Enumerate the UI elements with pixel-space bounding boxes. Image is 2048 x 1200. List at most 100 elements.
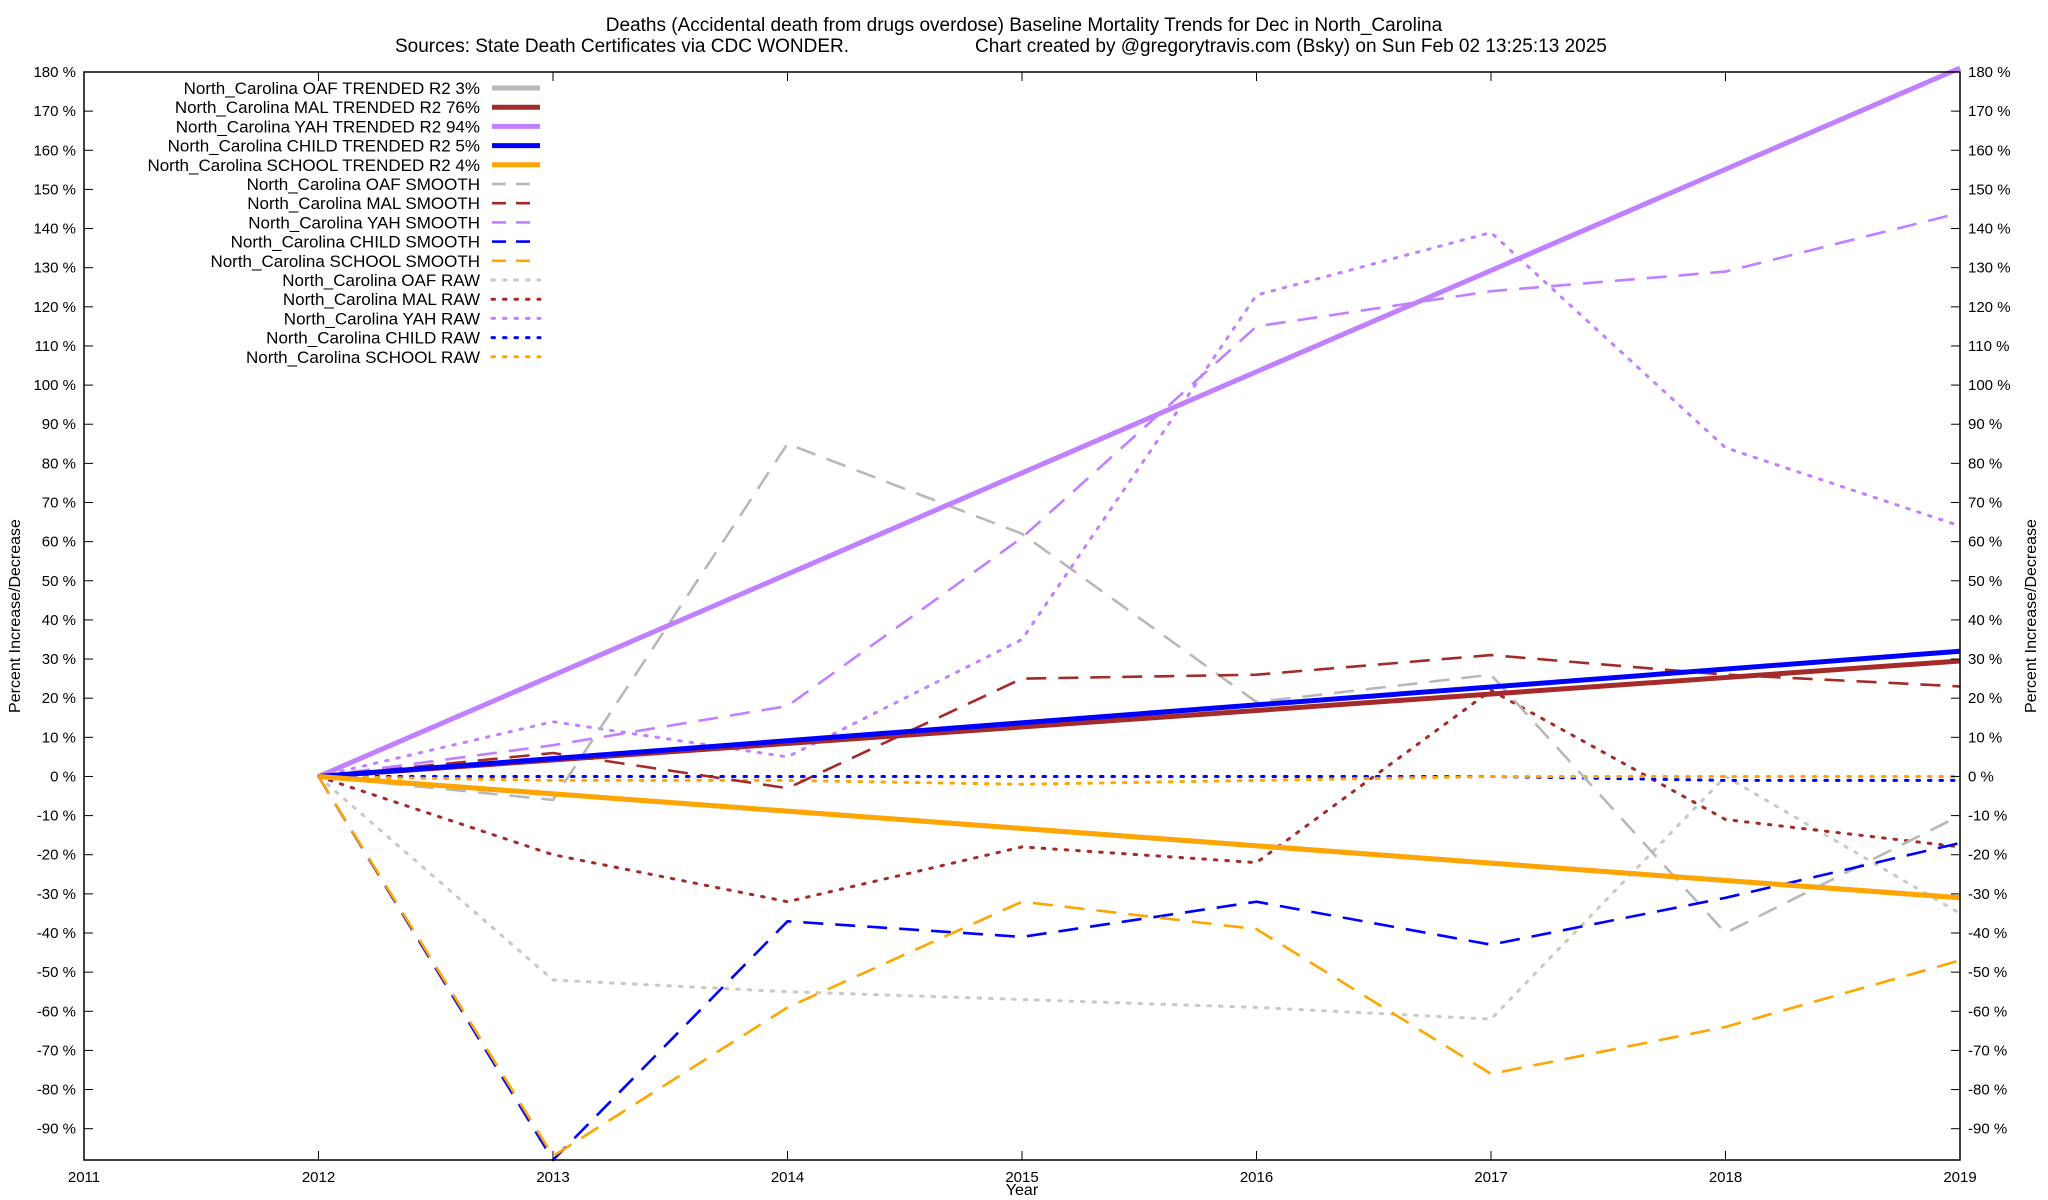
y-tick-label-right: -30 % [1968,886,2007,903]
legend: North_Carolina OAF TRENDED R2 3%North_Ca… [147,79,542,367]
y-tick-label-left: 0 % [50,768,76,785]
series-line-mal-raw [317,688,1962,904]
y-tick-label-left: 90 % [42,416,76,433]
y-tick-label-right: 110 % [1968,338,2009,355]
y-tick-label-right: 160 % [1968,142,2011,159]
legend-label: North_Carolina SCHOOL SMOOTH [210,252,480,271]
y-tick-label-left: -30 % [37,886,76,903]
x-tick-label: 2019 [1943,1169,1976,1186]
y-tick-label-left: 80 % [42,455,76,472]
x-tick-label: 2017 [1474,1169,1507,1186]
series-line-oaf-smooth [318,442,1961,935]
series-line-school-trend [318,774,1961,901]
y-tick-label-right: -70 % [1968,1042,2007,1059]
y-tick-label-left: 100 % [33,377,76,394]
y-tick-label-right: 10 % [1968,729,2002,746]
y-tick-label-right: 150 % [1968,181,2011,198]
chart-subtitle-sources: Sources: State Death Certificates via CD… [395,36,849,57]
series-line-yah-smooth [318,211,1961,778]
series-line-school-smooth [317,775,1961,1158]
legend-label: North_Carolina YAH TRENDED R2 94% [176,117,480,136]
y-tick-label-left: 170 % [33,103,76,120]
x-tick-label: 2011 [68,1169,100,1186]
y-tick-label-left: -20 % [37,847,76,864]
y-tick-label-left: -90 % [37,1121,76,1138]
y-tick-label-right: 140 % [1968,221,2011,238]
series-line-mal-smooth [318,653,1961,790]
chart-subtitle-credit: Chart created by @gregorytravis.com (Bsk… [975,36,1607,57]
legend-label: North_Carolina SCHOOL RAW [246,348,480,367]
legend-label: North_Carolina MAL SMOOTH [247,194,480,213]
y-tick-label-right: -80 % [1968,1082,2007,1099]
y-axis-label-left: Percent Increase/Decrease [7,519,24,713]
y-tick-label-right: 40 % [1968,612,2002,629]
legend-label: North_Carolina OAF TRENDED R2 3% [184,79,480,98]
y-tick-label-left: 50 % [42,573,76,590]
legend-label: North_Carolina CHILD RAW [266,329,480,348]
y-tick-label-left: 120 % [33,299,76,316]
x-tick-label: 2018 [1709,1169,1742,1186]
y-tick-label-left: 40 % [42,612,76,629]
y-tick-label-left: 70 % [42,495,76,512]
legend-label: North_Carolina YAH SMOOTH [248,213,480,232]
y-tick-label-right: 0 % [1968,768,1994,785]
legend-label: North_Carolina MAL RAW [283,290,480,309]
y-tick-label-left: 30 % [42,651,76,668]
legend-label: North_Carolina OAF RAW [282,271,480,290]
y-tick-label-right: 180 % [1968,64,2011,81]
y-tick-label-left: -40 % [37,925,76,942]
y-tick-label-left: 20 % [42,690,76,707]
y-tick-label-left: -50 % [37,964,76,981]
series-line-child-trend [318,648,1961,779]
y-tick-label-right: -50 % [1968,964,2007,981]
y-tick-label-left: -10 % [37,808,76,825]
series-line-yah-raw [317,231,1962,778]
y-tick-label-left: 110 % [35,338,76,355]
y-tick-label-left: 10 % [42,729,76,746]
y-tick-label-right: 120 % [1968,299,2011,316]
y-axis-left: 180 % 170 % 160 % 150 % 140 % 130 % 120 % 110 %… [33,64,93,1138]
y-tick-label-right: 20 % [1968,690,2002,707]
y-tick-label-right: 100 % [1968,377,2011,394]
x-tick-label: 2012 [302,1169,335,1186]
y-tick-label-left: 60 % [42,534,76,551]
x-axis-label: Year [1006,1182,1039,1199]
y-axis-right: 180 % 170 % 160 % 150 % 140 % 130 % 120 % 110 %… [1951,64,2011,1138]
series-line-oaf-raw [317,775,1962,1021]
y-tick-label-right: -40 % [1968,925,2007,942]
y-tick-label-right: -90 % [1968,1121,2007,1138]
y-tick-label-left: 160 % [33,142,76,159]
y-tick-label-left: 130 % [33,260,76,277]
x-tick-label: 2014 [771,1169,804,1186]
chart-title: Deaths (Accidental death from drugs over… [606,15,1443,36]
y-tick-label-right: 50 % [1968,573,2002,590]
legend-label: North_Carolina MAL TRENDED R2 76% [175,98,480,117]
legend-label: North_Carolina SCHOOL TRENDED R2 4% [147,156,480,175]
series-line-school-raw [317,775,1962,786]
y-tick-label-right: -20 % [1968,847,2007,864]
y-tick-label-right: 70 % [1968,495,2002,512]
y-tick-label-right: -60 % [1968,1003,2007,1020]
series-line-child-raw [317,775,1962,782]
x-tick-label: 2013 [536,1169,569,1186]
y-tick-label-right: -10 % [1968,808,2007,825]
y-tick-label-right: 80 % [1968,455,2002,472]
y-tick-label-right: 170 % [1968,103,2011,120]
y-tick-label-left: 180 % [33,64,76,81]
y-tick-label-right: 30 % [1968,651,2002,668]
legend-label: North_Carolina OAF SMOOTH [247,175,480,194]
x-tick-label: 2015 [1005,1169,1038,1186]
legend-label: North_Carolina YAH RAW [284,309,480,328]
series-line-child-smooth [317,775,1961,1162]
y-tick-label-left: -80 % [37,1082,76,1099]
y-tick-label-right: 130 % [1968,260,2011,277]
y-axis-label-right: Percent Increase/Decrease [2023,519,2040,713]
legend-label: North_Carolina CHILD TRENDED R2 5% [168,137,480,156]
y-tick-label-left: 150 % [33,181,76,198]
y-tick-label-right: 90 % [1968,416,2002,433]
y-tick-label-left: 140 % [33,221,76,238]
y-tick-label-left: -70 % [37,1042,76,1059]
y-tick-label-right: 60 % [1968,534,2002,551]
series-line-yah-trend [317,65,1961,779]
